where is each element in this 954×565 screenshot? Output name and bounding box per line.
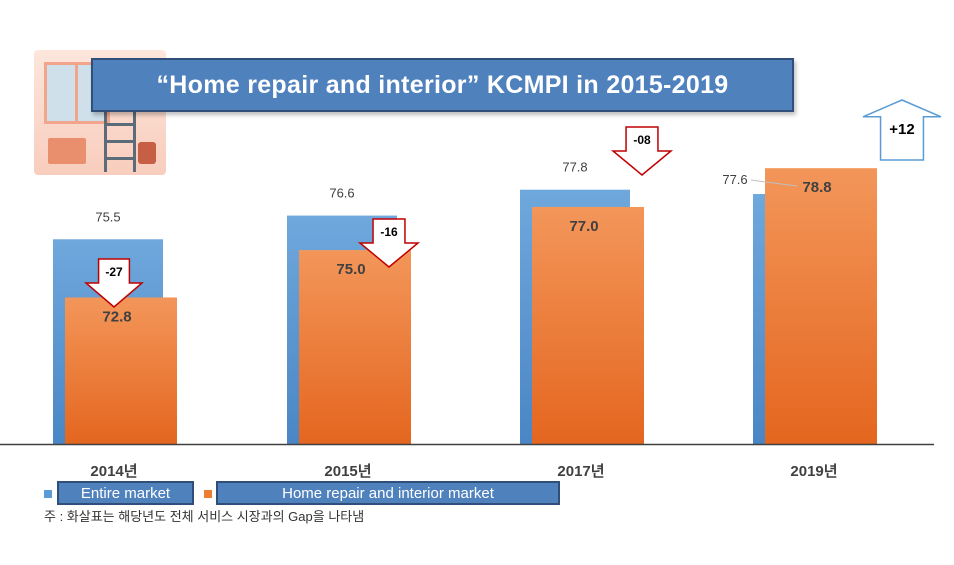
gap-arrow-1 [357,218,421,268]
value-label-home-0: 72.8 [102,308,131,325]
bar-home-1 [299,250,411,444]
legend-swatch-home [204,490,212,498]
legend-label-home: Home repair and interior market [216,481,560,505]
gap-arrow-3 [862,99,942,161]
legend-swatch-entire [44,490,52,498]
value-label-entire-3: 77.6 [722,172,747,187]
gap-label-3: +12 [889,121,914,138]
chart-title: “Home repair and interior” KCMPI in 2015… [91,58,794,112]
gap-label-0: -27 [105,265,123,279]
box-graphic [48,138,86,164]
gap-arrow-2 [610,126,674,176]
value-label-home-3: 78.8 [802,179,831,196]
value-label-home-1: 75.0 [336,261,365,278]
legend-label-entire: Entire market [57,481,194,505]
leader-line-3 [750,179,798,187]
bar-home-0 [65,297,177,444]
value-label-entire-2: 77.8 [562,160,587,175]
category-label-3: 2019년 [790,463,837,480]
gap-label-1: -16 [380,225,398,239]
gap-label-2: -08 [633,133,651,147]
value-label-home-2: 77.0 [569,218,598,235]
bar-home-3 [765,168,877,444]
paint-can-graphic [138,142,156,164]
footnote: 주 : 화살표는 해당년도 전체 서비스 시장과의 Gap을 나타냄 [44,509,365,524]
category-label-1: 2015년 [324,463,371,480]
category-label-0: 2014년 [90,463,137,480]
category-label-2: 2017년 [557,463,604,480]
bar-home-2 [532,206,644,444]
value-label-entire-1: 76.6 [329,186,354,201]
value-label-entire-0: 75.5 [95,209,120,224]
gap-arrow-0 [83,258,145,308]
